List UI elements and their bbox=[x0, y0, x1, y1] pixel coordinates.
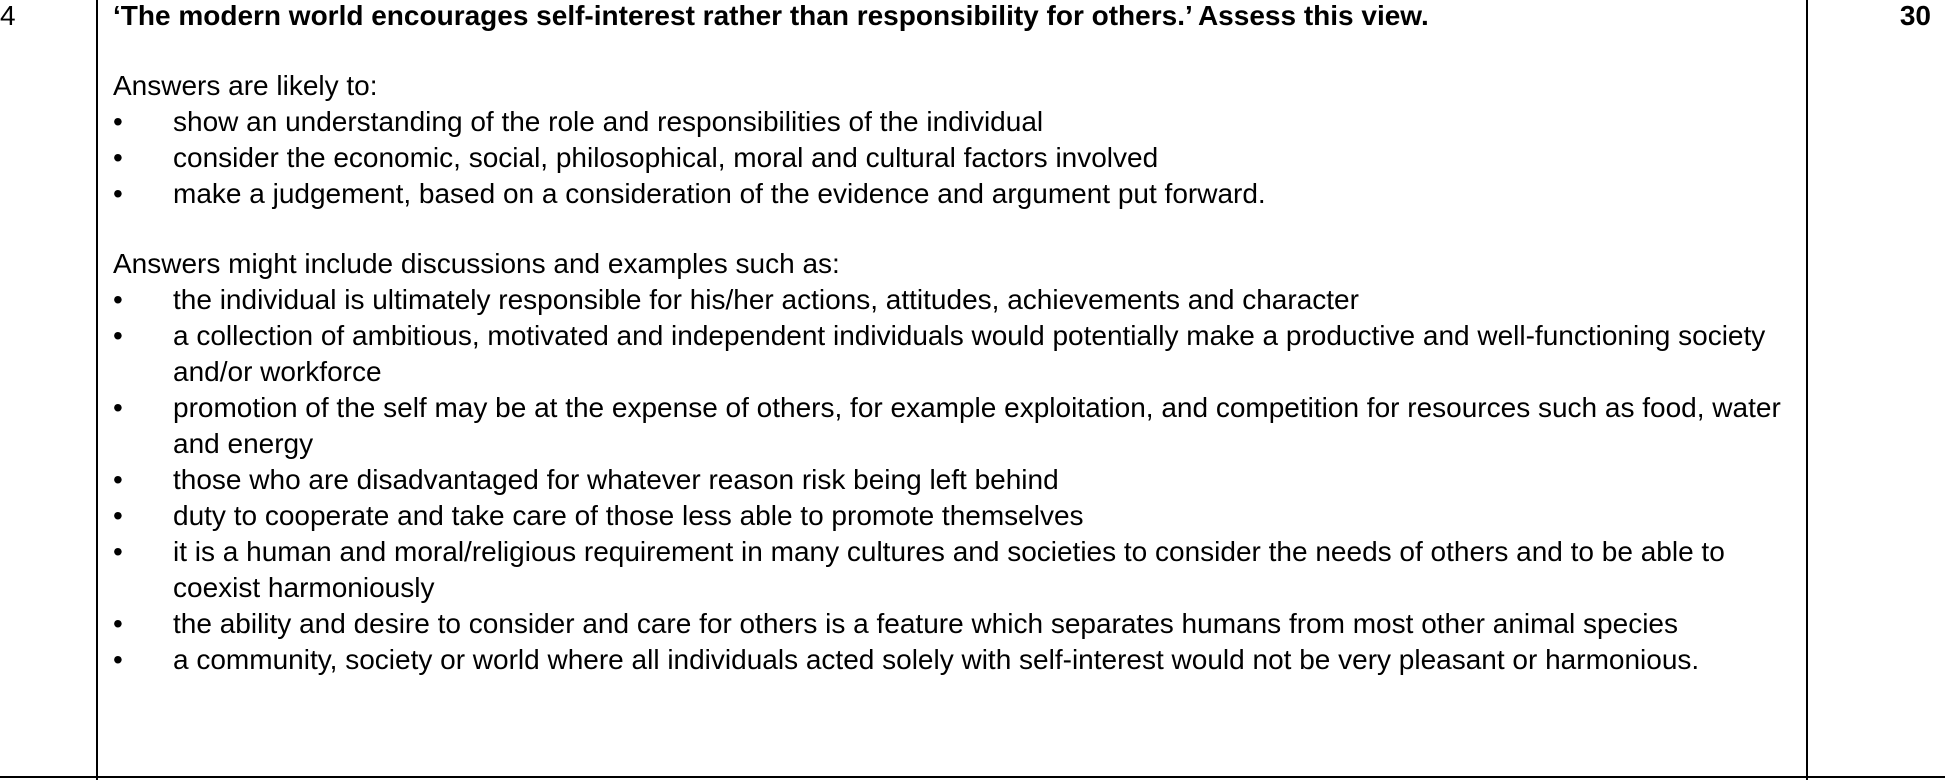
list-item: • consider the economic, social, philosop… bbox=[113, 140, 1793, 176]
bullet-icon: • bbox=[113, 392, 123, 423]
bullet-icon: • bbox=[113, 106, 123, 137]
list-item-text: a collection of ambitious, motivated and… bbox=[173, 320, 1766, 387]
list-item: • the individual is ultimately responsibl… bbox=[113, 282, 1793, 318]
list-item-text: make a judgement, based on a considerati… bbox=[173, 178, 1266, 209]
section2-list: • the individual is ultimately responsibl… bbox=[113, 282, 1793, 678]
list-item-text: a community, society or world where all … bbox=[173, 644, 1700, 675]
list-item: • promotion of the self may be at the exp… bbox=[113, 390, 1793, 462]
list-item: • duty to cooperate and take care of thos… bbox=[113, 498, 1793, 534]
question-text: ‘The modern world encourages self-intere… bbox=[113, 0, 1429, 31]
list-item-text: those who are disadvantaged for whatever… bbox=[173, 464, 1059, 495]
list-item: • a community, society or world where all… bbox=[113, 642, 1793, 678]
bullet-icon: • bbox=[113, 320, 123, 351]
answer-guidance-cell: ‘The modern world encourages self-intere… bbox=[98, 0, 1806, 780]
bullet-icon: • bbox=[113, 464, 123, 495]
list-item-text: promotion of the self may be at the expe… bbox=[173, 392, 1781, 459]
marks-cell: 30 bbox=[1806, 0, 1945, 780]
section1-list: • show an understanding of the role and r… bbox=[113, 104, 1793, 212]
section-spacer bbox=[113, 212, 1793, 246]
bullet-icon: • bbox=[113, 500, 123, 531]
answer-guidance: ‘The modern world encourages self-intere… bbox=[113, 0, 1793, 678]
bullet-icon: • bbox=[113, 284, 123, 315]
list-item: • a collection of ambitious, motivated an… bbox=[113, 318, 1793, 390]
table-bottom-border bbox=[0, 776, 1945, 778]
section1-intro: Answers are likely to: bbox=[113, 70, 378, 101]
list-item-text: the individual is ultimately responsible… bbox=[173, 284, 1359, 315]
list-item: • make a judgement, based on a considerat… bbox=[113, 176, 1793, 212]
list-item-text: show an understanding of the role and re… bbox=[173, 106, 1044, 137]
bullet-icon: • bbox=[113, 536, 123, 567]
list-item-text: it is a human and moral/religious requir… bbox=[173, 536, 1725, 603]
list-item: • the ability and desire to consider and … bbox=[113, 606, 1793, 642]
marks-value: 30 bbox=[1899, 0, 1931, 31]
list-item-text: consider the economic, social, philosoph… bbox=[173, 142, 1159, 173]
list-item: • it is a human and moral/religious requi… bbox=[113, 534, 1793, 606]
question-number-cell: 4 bbox=[0, 0, 98, 780]
list-item: • those who are disadvantaged for whateve… bbox=[113, 462, 1793, 498]
bullet-icon: • bbox=[113, 608, 123, 639]
question-number: 4 bbox=[0, 0, 16, 31]
list-item-text: the ability and desire to consider and c… bbox=[173, 608, 1678, 639]
bullet-icon: • bbox=[113, 142, 123, 173]
bullet-icon: • bbox=[113, 644, 123, 675]
list-item-text: duty to cooperate and take care of those… bbox=[173, 500, 1084, 531]
section2-intro: Answers might include discussions and ex… bbox=[113, 248, 840, 279]
bullet-icon: • bbox=[113, 178, 123, 209]
list-item: • show an understanding of the role and r… bbox=[113, 104, 1793, 140]
